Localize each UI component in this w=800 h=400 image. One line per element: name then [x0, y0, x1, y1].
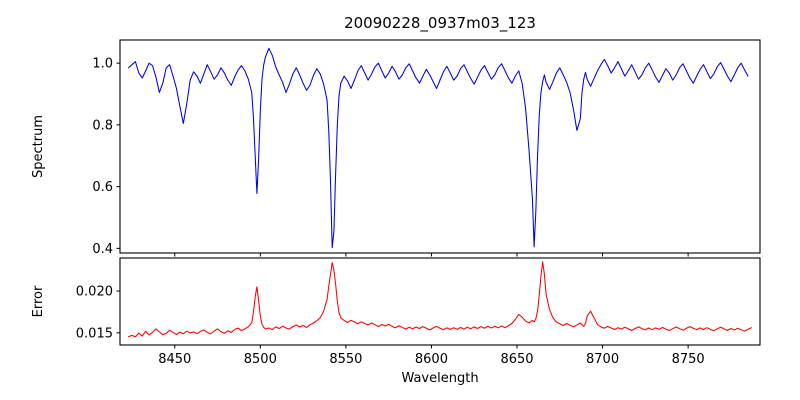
panel-error: 0.015 0.020 8450 8500 8550 8600 8650 8700 8750 Er…: [31, 257, 761, 367]
x-axis-label: Wavelength: [401, 371, 478, 386]
page-title: 20090228_0937m03_123: [344, 14, 536, 33]
y-tick-label-spectrum: 0.8: [92, 118, 113, 133]
x-tick-label: 8450: [158, 352, 191, 367]
data-series-error: [128, 261, 752, 338]
y-axis-label-spectrum: Spectrum: [31, 115, 46, 178]
y-tick-label-spectrum: 1.0: [92, 57, 113, 72]
axes-frame-spectrum: [119, 39, 761, 254]
x-tick-label: 8650: [500, 352, 533, 367]
x-tick-label: 8550: [329, 352, 362, 367]
x-tick-label: 8700: [586, 352, 619, 367]
y-tick-label-spectrum: 0.4: [92, 242, 113, 257]
y-axis-label-error: Error: [31, 285, 46, 317]
data-series-spectrum: [128, 47, 749, 249]
x-tick-label: 8600: [415, 352, 448, 367]
y-tick-label-error: 0.015: [76, 326, 113, 341]
panel-spectrum: 0.4 0.6 0.8 1.0 Spectrum: [31, 39, 761, 257]
axes-frame-error: [119, 257, 761, 346]
y-tick-label-error: 0.020: [76, 285, 113, 300]
panels-group: 0.4 0.6 0.8 1.0 Spectrum 0.015 0.020 8450 8500 85…: [31, 39, 761, 367]
x-tick-label: 8750: [672, 352, 705, 367]
x-tick-label: 8500: [244, 352, 277, 367]
y-tick-label-spectrum: 0.6: [92, 180, 113, 195]
